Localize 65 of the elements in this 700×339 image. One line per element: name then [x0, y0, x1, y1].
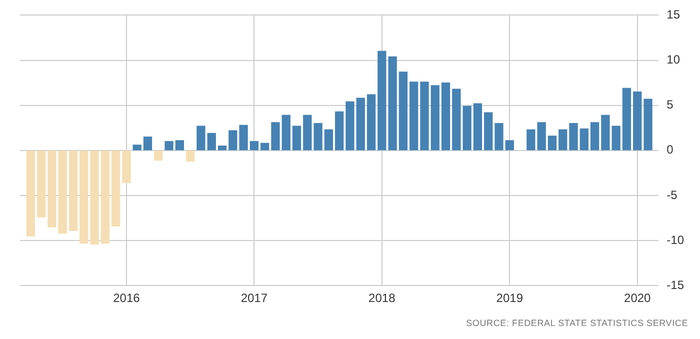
y-tick-label: -15 [666, 278, 684, 292]
x-tick-label: 2016 [113, 291, 140, 306]
bar [111, 150, 120, 226]
bar [175, 140, 184, 150]
y-tick-label: -5 [666, 188, 678, 202]
bar [303, 114, 312, 150]
bar [356, 98, 365, 150]
bar [473, 103, 482, 150]
bar [378, 50, 386, 150]
bar [644, 98, 652, 150]
source-note: SOURCE: FEDERAL STATE STATISTICS SERVICE [466, 318, 688, 328]
bar [26, 150, 35, 236]
bar [143, 136, 152, 150]
bar [292, 126, 302, 150]
bar [452, 88, 461, 150]
bar [335, 111, 344, 150]
bar [590, 122, 600, 150]
bar [164, 141, 174, 150]
x-tick-label: 2020 [624, 291, 652, 306]
bar [90, 150, 99, 244]
y-tick-label: 5 [666, 98, 674, 112]
bar [314, 123, 322, 150]
bar [250, 141, 259, 150]
bar [558, 129, 568, 150]
bar [505, 140, 514, 150]
bar [633, 91, 642, 150]
bar [324, 129, 334, 150]
bar [420, 82, 429, 150]
bar [484, 112, 493, 150]
bar [36, 150, 46, 218]
bar [207, 132, 216, 150]
bar [260, 142, 270, 150]
bar [100, 150, 110, 244]
bar [346, 101, 354, 150]
x-tick-label: 2017 [240, 291, 268, 306]
x-tick-label: 2019 [496, 291, 524, 306]
bar [462, 106, 472, 150]
bar [271, 122, 280, 150]
bar [80, 150, 88, 244]
x-tick-label: 2018 [368, 291, 396, 306]
bar [622, 88, 632, 150]
bar [430, 85, 440, 150]
bar [388, 56, 397, 150]
y-tick-label: 0 [666, 142, 674, 157]
y-tick-label: 10 [666, 52, 680, 67]
bar [410, 82, 418, 150]
bar [218, 146, 227, 150]
bar [122, 150, 131, 184]
bar [186, 150, 195, 162]
y-tick-label: 15 [666, 8, 680, 22]
bar [154, 150, 163, 161]
bar [398, 72, 408, 150]
y-tick-label: -10 [666, 232, 684, 247]
bar [494, 123, 504, 150]
bar [569, 123, 578, 150]
bar [68, 150, 78, 231]
bar [282, 114, 290, 150]
bar [132, 144, 142, 150]
bar [366, 94, 376, 150]
bar [580, 128, 588, 150]
bar [548, 136, 557, 150]
bar [196, 126, 206, 150]
bar [228, 130, 238, 150]
bar [239, 124, 248, 150]
bar [441, 82, 450, 150]
